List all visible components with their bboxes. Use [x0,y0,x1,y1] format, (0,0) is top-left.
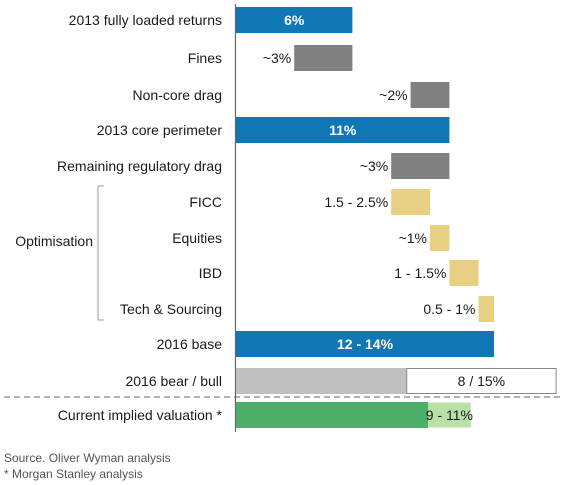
row-label-fines: Fines [188,50,222,66]
row-label-ficc: FICC [189,194,222,210]
bar-2013-fully-loaded-returns [236,7,353,33]
value-label-remaining-regulatory-drag: ~3% [360,158,388,174]
bar-equities [430,225,450,251]
value-label-2016-base: 12 - 14% [337,336,394,352]
footnote: * Morgan Stanley analysis [4,467,143,481]
bar-non-core-drag [410,82,450,108]
bar-2016-bear-bull-high [406,368,557,394]
value-label-tech-sourcing: 0.5 - 1% [423,301,475,317]
row-label-remaining-regulatory-drag: Remaining regulatory drag [57,158,222,174]
row-label-current-implied-valuation: Current implied valuation * [58,407,223,423]
bar-remaining-regulatory-drag [391,153,450,179]
optimisation-bracket [97,185,104,321]
source-note: Source. Oliver Wyman analysis [4,451,171,465]
optimisation-group-label: Optimisation [15,233,93,249]
value-label-equities: ~1% [399,230,427,246]
bar-2016-bear-bull-low [236,368,407,394]
row-label-2013-fully-loaded-returns: 2013 fully loaded returns [69,12,222,28]
bar-tech-sourcing [478,296,495,322]
bar-current-implied-valuation-high [428,402,471,428]
row-label-non-core-drag: Non-core drag [133,87,223,103]
value-label-non-core-drag: ~2% [379,87,407,103]
bar-fines [294,45,353,71]
value-label-2016-bear-bull: 8 / 15% [458,373,505,389]
value-label-2013-core-perimeter: 11% [329,122,357,138]
bar-2013-core-perimeter [236,117,450,143]
bar-current-implied-valuation-low [236,402,429,428]
value-label-fines: ~3% [263,50,291,66]
row-label-2016-base: 2016 base [157,336,223,352]
value-label-current-implied-valuation: 9 - 11% [426,407,473,423]
row-label-ibd: IBD [199,265,222,281]
value-label-2013-fully-loaded-returns: 6% [284,12,305,28]
value-label-ficc: 1.5 - 2.5% [324,194,388,210]
bar-2016-base [236,331,495,357]
row-label-tech-sourcing: Tech & Sourcing [120,301,222,317]
bar-ficc [391,189,430,215]
bar-ibd [449,260,479,286]
row-label-2016-bear-bull: 2016 bear / bull [125,373,222,389]
row-label-equities: Equities [172,230,222,246]
row-label-2013-core-perimeter: 2013 core perimeter [97,122,223,138]
value-label-ibd: 1 - 1.5% [394,265,446,281]
